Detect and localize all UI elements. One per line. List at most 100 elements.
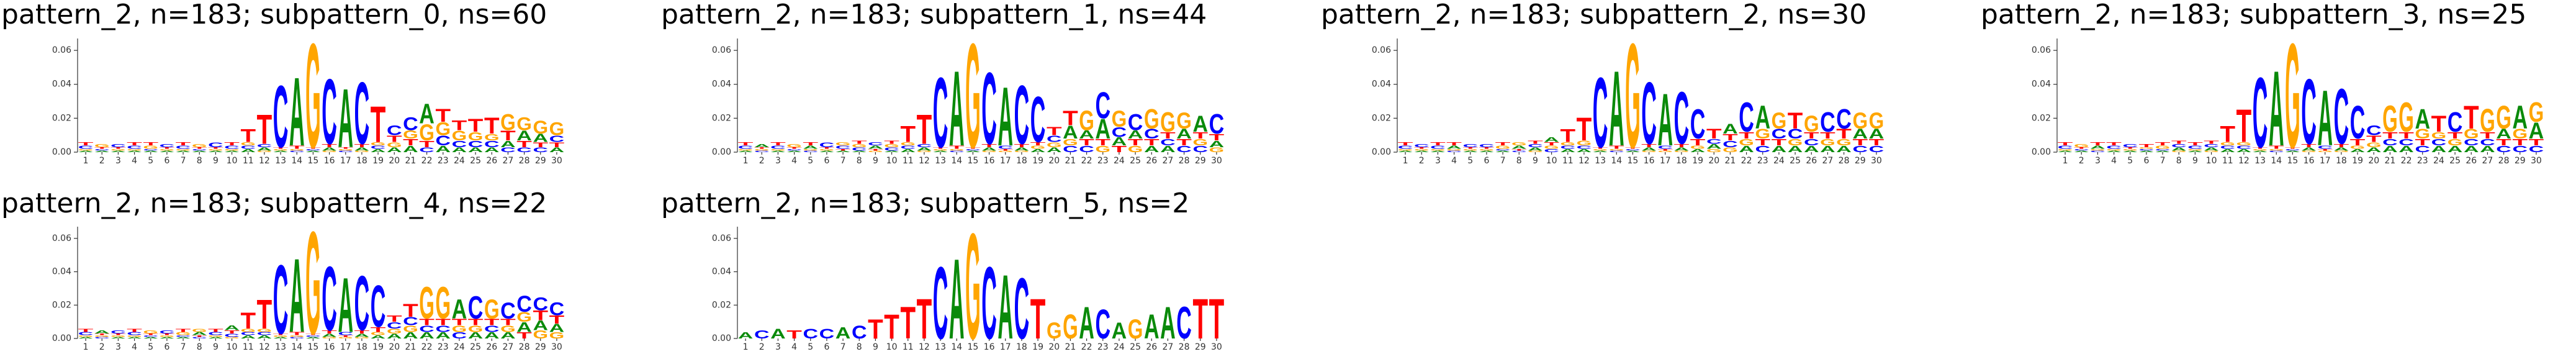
x-tick-label: 7 [181,342,186,352]
x-tick-label: 20 [1708,156,1719,166]
logo-letter: A [484,146,500,154]
logo-letter: A [2236,148,2252,153]
logo-letter: G [2301,150,2317,153]
logo-letter: A [1723,121,1738,137]
x-tick-label: 14 [1611,156,1622,166]
logo-letter: C [1593,56,1608,168]
y-tick-label: 0.02 [52,300,71,310]
x-tick-label: 8 [1516,156,1522,166]
logo-letter: T [2253,147,2268,149]
logo-letter: T [2464,100,2479,136]
logo-letter: G [500,324,516,334]
x-tick-label: 17 [2320,156,2331,166]
x-tick-label: 19 [1032,156,1043,166]
logo-letter: A [949,236,965,354]
logo-letter: A [1528,147,1543,152]
y-tick-label: 0.00 [712,147,731,157]
logo-letter: T [981,143,997,148]
logo-letter: G [1625,13,1641,179]
logo-letter: C [1657,145,1673,150]
logo-letter: C [1577,145,1592,150]
logo-letter: T [1128,137,1143,148]
x-tick-label: 6 [2143,156,2149,166]
logo-letter: G [549,330,565,340]
logo-letter: A [1772,144,1787,155]
logo-letter: G [2496,100,2511,136]
x-tick-label: 10 [886,156,898,166]
logo-letter: T [2431,111,2447,137]
logo-letter: G [468,130,484,143]
logo-letter: G [452,128,467,143]
logo-letter: G [78,148,94,151]
logo-letter: A [322,147,337,152]
logo-letter: T [435,317,451,327]
logo-letter: A [2285,150,2300,153]
logo-letter: C [1609,150,1624,153]
x-tick-label: 17 [340,156,351,166]
x-tick-label: 27 [503,342,514,352]
x-tick-label: 4 [1451,156,1457,166]
logo-letter: G [160,335,175,337]
logo-letter: A [224,150,240,153]
logo-letter: A [419,330,435,340]
logo-letter: T [1192,287,1208,351]
logo-letter: C [78,145,94,150]
logo-letter: A [240,148,256,153]
x-tick-label: 22 [1081,342,1092,352]
logo-letter: A [176,150,191,153]
logo-letter: T [884,307,899,346]
logo-letter: A [786,150,802,153]
logo-letter: T [257,106,272,153]
x-tick-label: 21 [405,156,417,166]
logo-letter: C [738,145,754,150]
logo-letter: A [127,150,142,153]
logo-letter: T [533,140,548,148]
x-tick-label: 13 [2254,156,2266,166]
x-tick-label: 26 [486,342,497,352]
logo-letter: C [2204,143,2219,148]
logo-letter: C [1176,144,1192,155]
logo-letter: A [1160,298,1176,349]
logo-letter: G [1479,148,1495,151]
x-tick-label: 3 [2095,156,2101,166]
logo-letter: C [933,56,948,168]
x-tick-label: 25 [470,156,481,166]
logo-letter: T [2382,130,2398,141]
logo-letter: T [868,314,883,345]
y-tick-label: 0.06 [712,45,731,55]
x-tick-label: 22 [1741,156,1752,166]
logo-letter: T [78,142,94,147]
logo-letter: A [754,143,770,148]
logo-letter: A [1063,122,1078,143]
logo-letter: G [1495,145,1511,150]
x-tick-label: 14 [291,156,302,166]
logo-letter: A [1014,147,1030,152]
x-tick-label: 18 [1016,342,1027,352]
logo-letter: G [1706,148,1722,153]
x-tick-label: 10 [886,342,898,352]
x-tick-label: 17 [1000,342,1011,352]
logo-letter: T [1414,147,1430,149]
logo-letter: G [1657,150,1673,153]
logo-letter: G [1209,146,1225,154]
logo-letter: T [484,317,500,327]
x-tick-label: 29 [2515,156,2526,166]
y-tick-label: 0.06 [712,234,731,243]
x-tick-label: 22 [2401,156,2412,166]
logo-letter: C [1095,302,1110,348]
logo-letter: G [338,148,353,151]
logo-letter: C [1047,134,1062,144]
logo-letter: T [900,298,916,349]
x-tick-label: 13 [275,156,286,166]
logo-letter: C [468,290,484,325]
logo-letter: T [1014,143,1030,148]
logo-letter: G [435,278,451,329]
logo-letter: C [549,134,565,144]
logo-letter: A [1144,307,1160,346]
logo-letter: C [1398,145,1413,150]
logo-letter: C [500,297,516,324]
logo-letter: C [1479,143,1495,148]
x-tick-label: 16 [984,156,995,166]
logo-letter: C [338,331,353,336]
logo-letter: G [738,148,754,151]
